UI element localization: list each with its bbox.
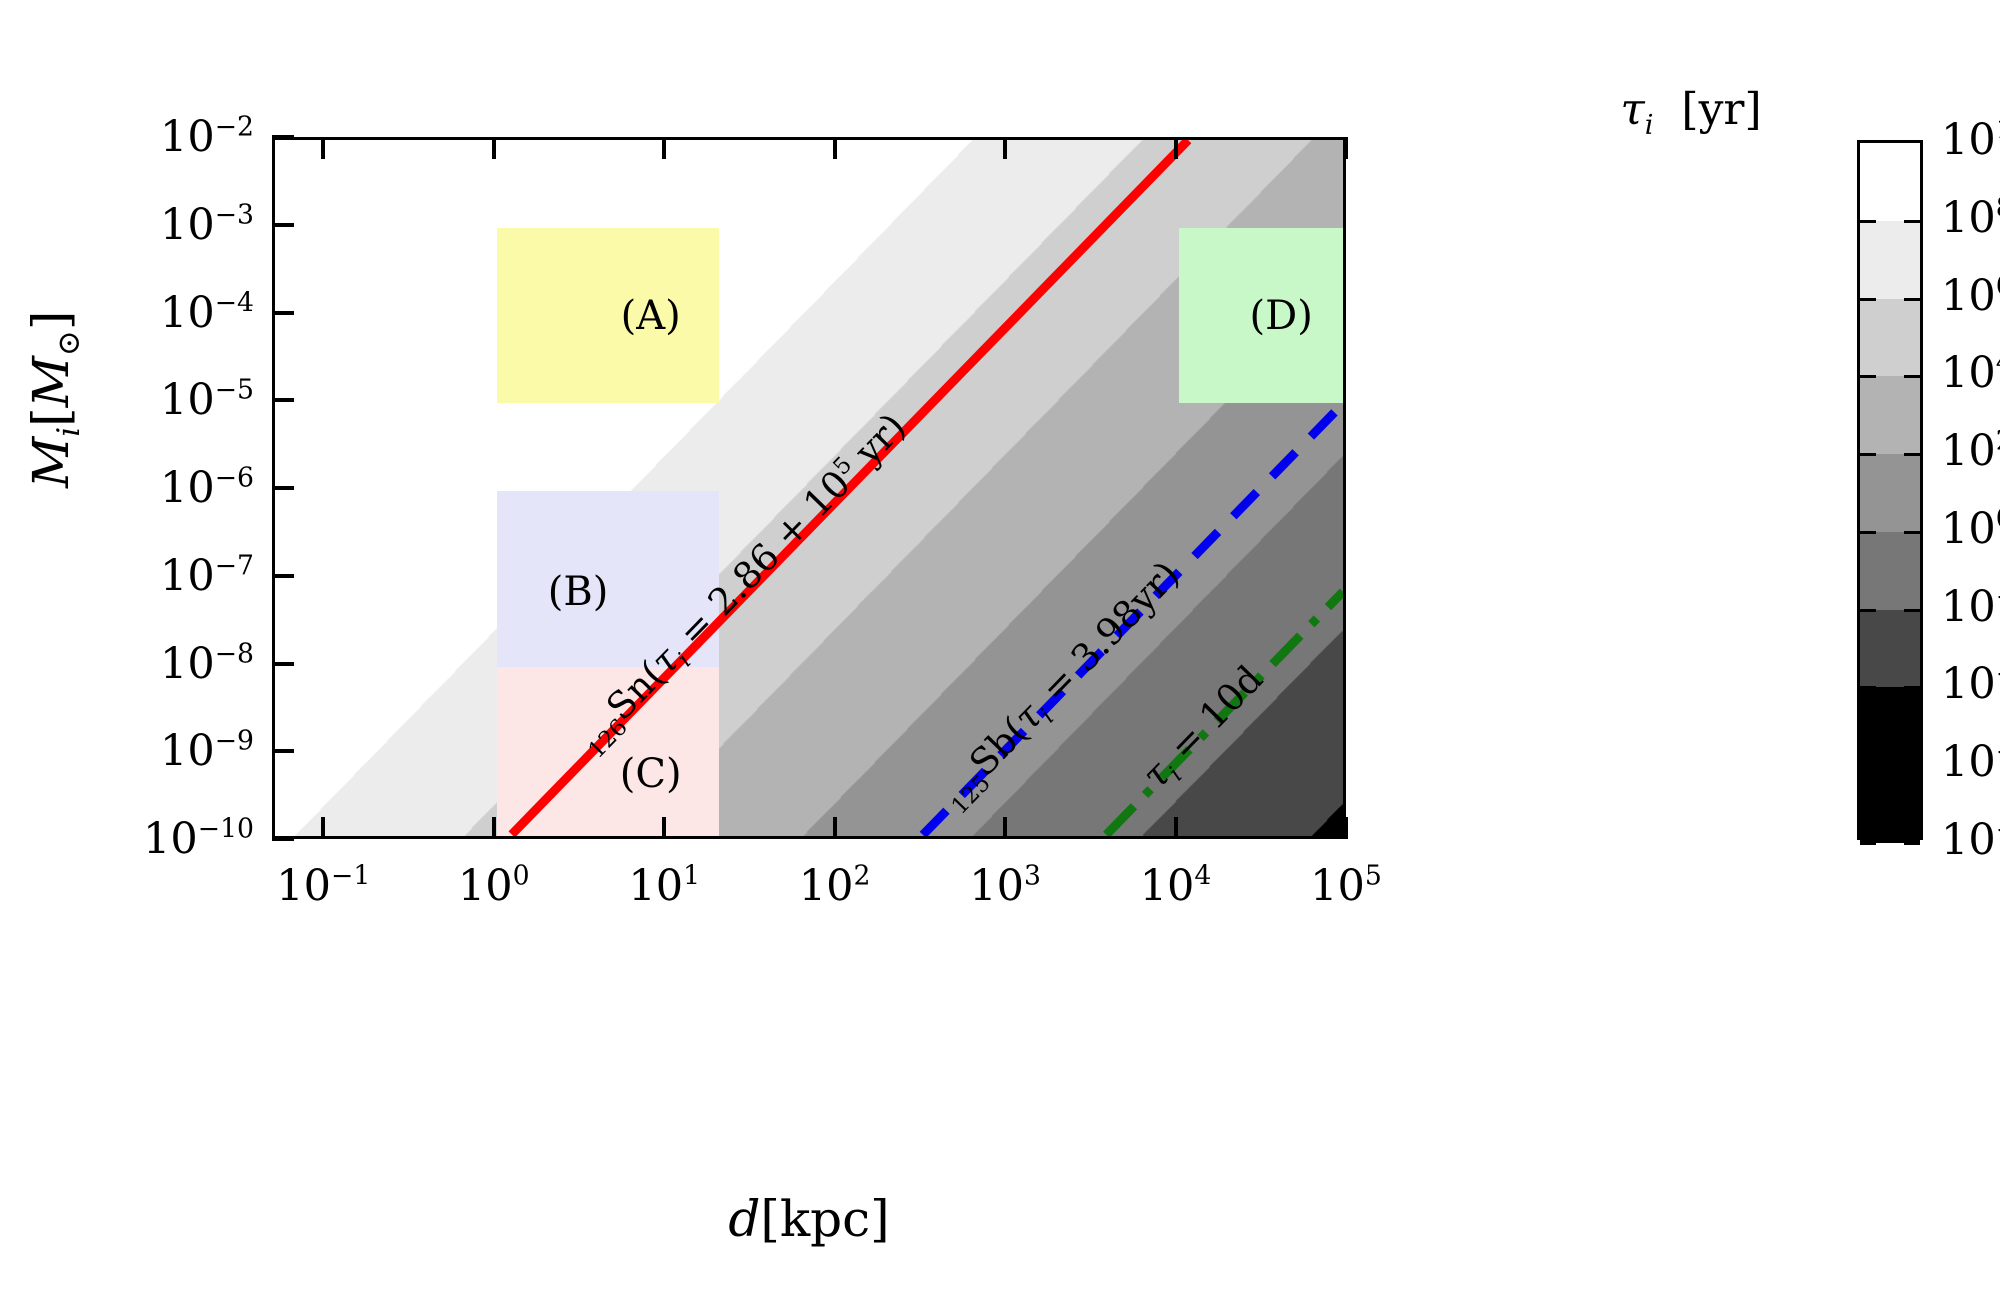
colorbar-tick-mark — [1860, 375, 1876, 379]
x-tick-mark — [491, 817, 496, 839]
x-tick-mark-top — [1173, 137, 1178, 159]
x-axis-title: d[kpc] — [728, 1190, 890, 1248]
colorbar-tick-mark — [1904, 686, 1920, 690]
colorbar-tick-label: 10−2 — [1941, 581, 2000, 632]
x-tick-mark-top — [1003, 137, 1008, 159]
contour-fill-canvas — [275, 140, 1343, 836]
colorbar-tick-mark — [1860, 530, 1876, 534]
y-tick-label: 10−7 — [159, 550, 254, 601]
colorbar-tick-label: 10−4 — [1941, 659, 2000, 710]
y-tick-mark — [272, 486, 294, 490]
colorbar-tick-label: 104 — [1941, 348, 2000, 399]
colorbar-band — [1860, 298, 1920, 377]
colorbar-tick-mark — [1860, 686, 1876, 690]
colorbar-tick-mark — [1904, 453, 1920, 457]
colorbar-tick-mark — [1860, 453, 1876, 457]
x-tick-mark — [832, 817, 837, 839]
colorbar-tick-mark — [1904, 530, 1920, 534]
colorbar-band — [1860, 220, 1920, 299]
colorbar-band — [1860, 376, 1920, 455]
x-tick-mark-top — [1344, 137, 1348, 159]
y-tick-label: 10−6 — [159, 462, 254, 513]
region-label-b: (B) — [547, 569, 609, 616]
colorbar-tick-mark — [1860, 608, 1876, 612]
y-tick-mark — [272, 398, 294, 403]
y-tick-label: 10−3 — [159, 199, 254, 250]
x-tick-label: 101 — [628, 860, 701, 911]
colorbar-tick-mark — [1860, 842, 1876, 845]
colorbar-band — [1860, 687, 1920, 766]
y-tick-mark — [272, 837, 294, 841]
highlight-region-a — [496, 227, 719, 404]
x-tick-mark — [662, 817, 667, 839]
x-tick-mark — [1344, 817, 1348, 839]
y-tick-mark — [272, 573, 294, 578]
colorbar-tick-mark — [1860, 764, 1876, 768]
y-tick-mark — [272, 749, 294, 754]
x-tick-label: 10−1 — [276, 860, 371, 911]
colorbar-tick-mark — [1904, 608, 1920, 612]
colorbar-tick-mark — [1904, 219, 1920, 223]
y-tick-label: 10−2 — [159, 111, 254, 162]
region-label-a: (A) — [620, 292, 681, 339]
colorbar-tick-mark — [1904, 375, 1920, 379]
colorbar-tick-mark — [1904, 297, 1920, 301]
x-tick-mark — [1173, 817, 1178, 839]
y-tick-mark — [272, 661, 294, 666]
contour-lines-overlay — [508, 140, 1343, 836]
colorbar — [1857, 140, 1923, 845]
colorbar-tick-label: 106 — [1941, 270, 2000, 321]
plot-area: (A) (B) (C) (D) 126Sn(τi = 2.86 + 105 yr) 1… — [272, 137, 1346, 839]
x-tick-mark-top — [321, 137, 326, 159]
colorbar-band — [1860, 765, 1920, 843]
y-tick-label: 10−4 — [159, 287, 254, 338]
highlight-region-b — [496, 491, 719, 667]
y-tick-label: 10−10 — [143, 813, 254, 864]
contour-line-126sn — [508, 140, 1192, 836]
colorbar-tick-mark — [1904, 764, 1920, 768]
y-tick-mark — [272, 135, 294, 139]
region-label-d: (D) — [1249, 292, 1313, 339]
colorbar-tick-mark — [1904, 842, 1920, 845]
y-axis-title: Mi[M⊙] — [22, 310, 87, 488]
colorbar-tick-label: 10−8 — [1941, 815, 2000, 865]
contour-line-125sb — [919, 400, 1343, 836]
colorbar-band — [1860, 454, 1920, 532]
colorbar-tick-label: 10−6 — [1941, 737, 2000, 788]
x-tick-label: 104 — [1139, 860, 1212, 911]
x-tick-label: 102 — [798, 860, 871, 911]
colorbar-tick-mark — [1860, 297, 1876, 301]
x-tick-label: 100 — [457, 860, 530, 911]
y-tick-label: 10−5 — [159, 374, 254, 426]
colorbar-band — [1860, 531, 1920, 610]
contour-line-10d — [1103, 588, 1343, 836]
colorbar-tick-label: 100 — [1941, 503, 2000, 554]
x-tick-label: 105 — [1310, 860, 1382, 911]
y-tick-label: 10−8 — [159, 638, 254, 689]
colorbar-tick-label: 102 — [1941, 426, 2000, 477]
colorbar-band — [1860, 609, 1920, 688]
highlight-region-d — [1178, 227, 1343, 404]
x-tick-mark-top — [662, 137, 667, 159]
colorbar-band — [1860, 143, 1920, 221]
x-tick-mark — [321, 817, 326, 839]
colorbar-title: τi [yr] — [1620, 84, 1762, 141]
colorbar-tick-mark — [1860, 219, 1876, 223]
x-tick-mark-top — [491, 137, 496, 159]
y-tick-mark — [272, 222, 294, 227]
x-tick-mark — [1003, 817, 1008, 839]
y-tick-label: 10−9 — [159, 725, 254, 777]
x-tick-label: 103 — [969, 860, 1041, 911]
colorbar-tick-label: 108 — [1941, 192, 2000, 243]
x-tick-mark-top — [832, 137, 837, 159]
region-label-c: (C) — [619, 750, 682, 797]
y-tick-mark — [272, 310, 294, 315]
